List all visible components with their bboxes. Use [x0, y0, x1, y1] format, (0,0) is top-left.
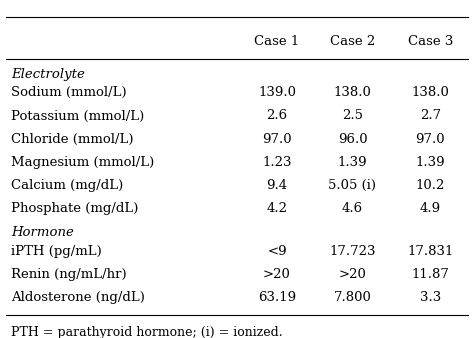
- Text: Chloride (mmol/L): Chloride (mmol/L): [11, 132, 133, 146]
- Text: 4.2: 4.2: [266, 202, 288, 215]
- Text: Electrolyte: Electrolyte: [11, 68, 85, 80]
- Text: iPTH (pg/mL): iPTH (pg/mL): [11, 245, 101, 258]
- Text: >20: >20: [338, 268, 366, 281]
- Text: <9: <9: [267, 245, 287, 258]
- Text: 63.19: 63.19: [258, 291, 296, 304]
- Text: Sodium (mmol/L): Sodium (mmol/L): [11, 87, 127, 99]
- Text: Case 3: Case 3: [408, 35, 453, 48]
- Text: 5.05 (i): 5.05 (i): [328, 179, 376, 192]
- Text: 11.87: 11.87: [411, 268, 449, 281]
- Text: 97.0: 97.0: [415, 132, 445, 146]
- Text: Potassium (mmol/L): Potassium (mmol/L): [11, 110, 144, 122]
- Text: 2.5: 2.5: [342, 110, 363, 122]
- Text: 7.800: 7.800: [334, 291, 372, 304]
- Text: 138.0: 138.0: [411, 87, 449, 99]
- Text: Aldosterone (ng/dL): Aldosterone (ng/dL): [11, 291, 145, 304]
- Text: 2.7: 2.7: [419, 110, 441, 122]
- Text: Magnesium (mmol/L): Magnesium (mmol/L): [11, 155, 154, 169]
- Text: 3.3: 3.3: [419, 291, 441, 304]
- Text: Phosphate (mg/dL): Phosphate (mg/dL): [11, 202, 138, 215]
- Text: 4.9: 4.9: [419, 202, 441, 215]
- Text: 97.0: 97.0: [262, 132, 292, 146]
- Text: 139.0: 139.0: [258, 87, 296, 99]
- Text: PTH = parathyroid hormone; (i) = ionized.: PTH = parathyroid hormone; (i) = ionized…: [11, 325, 283, 338]
- Text: 2.6: 2.6: [266, 110, 288, 122]
- Text: Calcium (mg/dL): Calcium (mg/dL): [11, 179, 123, 192]
- Text: 17.831: 17.831: [407, 245, 454, 258]
- Text: >20: >20: [263, 268, 291, 281]
- Text: 10.2: 10.2: [416, 179, 445, 192]
- Text: Hormone: Hormone: [11, 226, 73, 239]
- Text: Renin (ng/mL/hr): Renin (ng/mL/hr): [11, 268, 127, 281]
- Text: 138.0: 138.0: [334, 87, 372, 99]
- Text: 9.4: 9.4: [266, 179, 288, 192]
- Text: Case 2: Case 2: [330, 35, 375, 48]
- Text: 1.39: 1.39: [337, 155, 367, 169]
- Text: 1.23: 1.23: [262, 155, 292, 169]
- Text: 96.0: 96.0: [337, 132, 367, 146]
- Text: 1.39: 1.39: [415, 155, 445, 169]
- Text: 4.6: 4.6: [342, 202, 363, 215]
- Text: Case 1: Case 1: [255, 35, 300, 48]
- Text: 17.723: 17.723: [329, 245, 376, 258]
